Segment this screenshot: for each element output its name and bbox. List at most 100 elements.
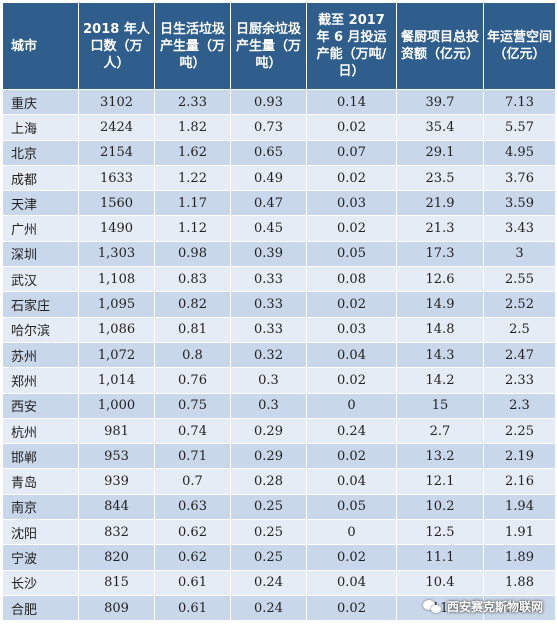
table-row: 重庆 3102 2.33 0.93 0.14 39.7 7.13 [2,88,556,116]
value-cell: 0.75 [154,392,231,419]
value-cell: 0.02 [306,291,397,318]
city-cell: 郑州 [2,367,79,394]
city-cell: 合肥 [2,594,79,622]
value-cell: 1.91 [483,519,556,546]
table-row: 深圳 1,303 0.98 0.39 0.05 17.3 3 [2,240,556,268]
value-cell: 2.16 [483,468,556,495]
value-cell: 10.4 [396,569,484,596]
value-cell: 23.5 [396,164,484,192]
value-cell: 0.8 [154,341,231,369]
value-cell: 0.74 [154,417,231,445]
value-cell: 7.13 [483,88,556,116]
value-cell: 0.71 [154,443,231,470]
value-cell: 0.02 [306,367,397,394]
value-cell: 0.08 [306,266,397,293]
header-capacity: 截至 2017 年 6 月投运产能（万吨/日） [306,2,397,90]
city-cell: 青岛 [2,468,79,495]
table-row: 北京 2154 1.62 0.65 0.07 29.1 4.95 [2,139,556,166]
value-cell: 0.61 [154,569,231,596]
table-row: 青岛 939 0.7 0.28 0.04 12.1 2.16 [2,468,556,495]
value-cell: 0.29 [230,417,307,445]
city-cell: 杭州 [2,417,79,445]
value-cell: 1,303 [78,240,155,268]
value-cell: 0.02 [306,544,397,571]
value-cell: 0.98 [154,240,231,268]
value-cell: 2.33 [483,367,556,394]
value-cell: 1633 [78,164,155,192]
value-cell: 1.12 [154,215,231,242]
value-cell: 12.6 [396,266,484,293]
value-cell: 815 [78,569,155,596]
value-cell: 0.49 [230,164,307,192]
value-cell: 0.25 [230,544,307,571]
value-cell: 0.24 [230,569,307,596]
value-cell: 0.24 [306,417,397,445]
value-cell: 0.65 [230,139,307,166]
value-cell: 2.7 [396,417,484,445]
value-cell: 953 [78,443,155,470]
value-cell: 15 [396,392,484,419]
value-cell: 2.5 [483,316,556,343]
value-cell: 1,014 [78,367,155,394]
table-row: 沈阳 832 0.62 0.25 0 12.5 1.91 [2,519,556,546]
value-cell: 0.28 [230,468,307,495]
header-daily-garbage: 日生活垃圾产生量（万吨） [154,2,231,90]
city-cell: 宁波 [2,544,79,571]
value-cell: 1,108 [78,266,155,293]
watermark-text: 西安赛克斯物联网 [446,600,543,614]
city-cell: 天津 [2,190,79,217]
wechat-icon [422,599,443,614]
watermark: 西安赛克斯物联网 [422,598,543,615]
value-cell: 11.1 [396,544,484,571]
table-row: 西安 1,000 0.75 0.3 0 15 2.3 [2,392,556,419]
city-cell: 重庆 [2,88,79,116]
value-cell: 0.47 [230,190,307,217]
value-cell: 3 [483,240,556,268]
table-row: 南京 844 0.63 0.25 0.05 10.2 1.94 [2,493,556,521]
value-cell: 1.86 [483,594,556,622]
header-population: 2018 年人口数（万人） [78,2,155,90]
value-cell: 0.02 [306,114,397,141]
value-cell: 2.47 [483,341,556,369]
value-cell: 17.3 [396,240,484,268]
table-row: 宁波 820 0.62 0.25 0.02 11.1 1.89 [2,544,556,571]
header-city: 城市 [2,2,79,90]
city-cell: 上海 [2,114,79,141]
value-cell: 21.3 [396,215,484,242]
value-cell: 2424 [78,114,155,141]
value-cell: 0.33 [230,316,307,343]
value-cell: 3.76 [483,164,556,192]
value-cell: 0.82 [154,291,231,318]
value-cell: 4.95 [483,139,556,166]
value-cell: 0.14 [306,88,397,116]
value-cell: 3102 [78,88,155,116]
table-row: 成都 1633 1.22 0.49 0.02 23.5 3.76 [2,164,556,192]
value-cell: 1,086 [78,316,155,343]
city-cell: 深圳 [2,240,79,268]
table-row: 郑州 1,014 0.76 0.3 0.02 14.2 2.33 [2,367,556,394]
value-cell: 0.24 [230,594,307,622]
value-cell: 0.05 [306,493,397,521]
value-cell: 0.62 [154,519,231,546]
value-cell: 1560 [78,190,155,217]
city-cell: 邯郸 [2,443,79,470]
value-cell: 0.29 [230,443,307,470]
value-cell: 12.1 [396,468,484,495]
table-row: 苏州 1,072 0.8 0.32 0.04 14.3 2.47 [2,341,556,369]
value-cell: 809 [78,594,155,622]
value-cell: 2.19 [483,443,556,470]
city-cell: 成都 [2,164,79,192]
value-cell: 0.3 [230,367,307,394]
value-cell: 0.05 [306,240,397,268]
city-cell: 沈阳 [2,519,79,546]
value-cell: 0.81 [154,316,231,343]
value-cell: 0.76 [154,367,231,394]
value-cell: 3.43 [483,215,556,242]
value-cell: 0.02 [306,164,397,192]
value-cell: 0.93 [230,88,307,116]
city-cell: 北京 [2,139,79,166]
value-cell: 12.5 [396,519,484,546]
header-investment: 餐厨项目总投资额（亿元） [396,2,484,90]
city-cell: 哈尔滨 [2,316,79,343]
table-row: 合肥 809 0.61 0.24 0.02 11 1.86 [2,594,556,622]
